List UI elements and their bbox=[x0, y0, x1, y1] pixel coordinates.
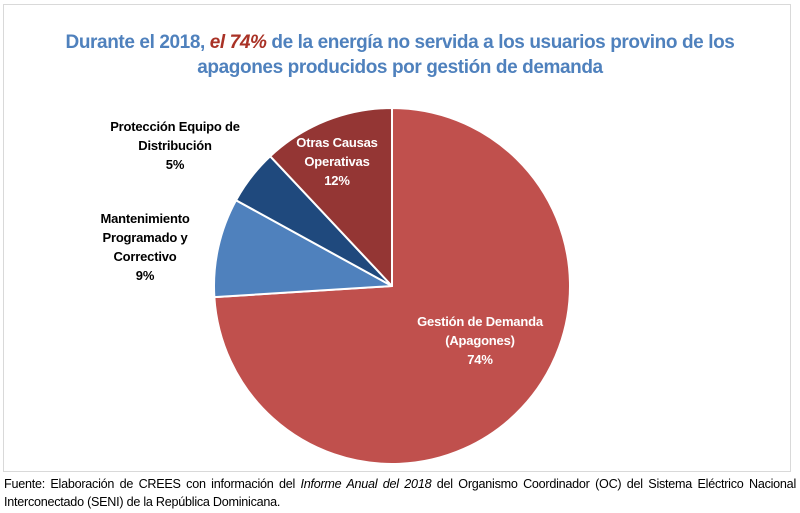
slice-label-mantenimiento: Mantenimiento Programado y Correctivo 9% bbox=[100, 211, 190, 283]
title-rest-line1: de la energía no servida a los usuarios … bbox=[266, 32, 735, 53]
pie-slice-1 bbox=[213, 199, 393, 299]
source-note: Fuente: Elaboración de CREES con informa… bbox=[4, 475, 796, 511]
slice-label-gestion: Gestión de Demanda (Apagones) 74% bbox=[417, 314, 543, 367]
source-report-name: Informe Anual del 2018 bbox=[300, 477, 432, 491]
title-line2: apagones producidos por gestión de deman… bbox=[197, 57, 603, 78]
slice-label-proteccion: Protección Equipo de Distribución 5% bbox=[110, 119, 240, 172]
pie-slice-3 bbox=[269, 107, 393, 287]
title-highlight: el 74% bbox=[209, 32, 267, 53]
chart-title: Durante el 2018, el 74% de la energía no… bbox=[0, 30, 800, 80]
slice-label-otras: Otras Causas Operativas 12% bbox=[296, 135, 378, 188]
source-suffix: del Organismo Coordinador (OC) del Siste… bbox=[4, 477, 796, 509]
source-prefix: Fuente: Elaboración de CREES con informa… bbox=[4, 477, 301, 491]
title-prefix: Durante el 2018, bbox=[65, 32, 210, 53]
